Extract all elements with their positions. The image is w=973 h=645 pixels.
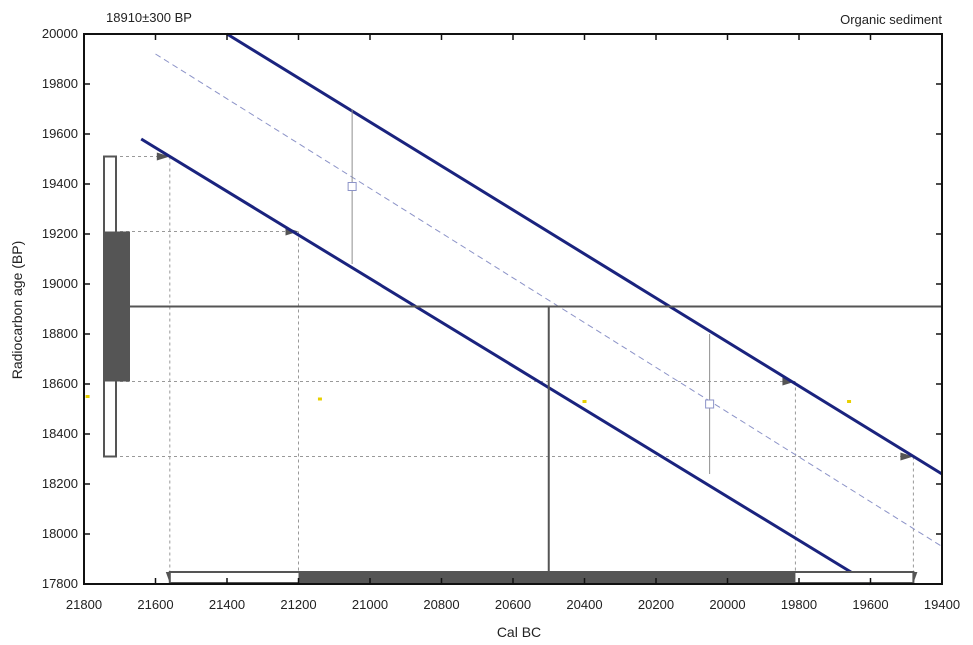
calibration-curve-center [155, 53, 943, 547]
y-tick-label-4: 18600 [42, 376, 78, 391]
y-tick-label-10: 19800 [42, 76, 78, 91]
x-tick-label-3: 21200 [280, 597, 316, 612]
x-tick-label-10: 19800 [781, 597, 817, 612]
projection-arrow-right-0 [156, 152, 170, 161]
x-tick-label-2: 21400 [209, 597, 245, 612]
yellow-mark-2 [582, 400, 587, 403]
chart-subtitle: Organic sediment [840, 12, 942, 27]
calibration-curve-upper [226, 32, 943, 476]
y-one-sigma-bar [104, 231, 130, 382]
x-tick-label-8: 20200 [638, 597, 674, 612]
x-tick-label-12: 19400 [924, 597, 960, 612]
x-tick-label-9: 20000 [709, 597, 745, 612]
error-bar-marker-0 [347, 182, 357, 191]
y-tick-label-8: 19400 [42, 176, 78, 191]
x-tick-label-1: 21600 [137, 597, 173, 612]
yellow-mark-1 [317, 397, 322, 401]
x-tick-label-0: 21800 [66, 597, 102, 612]
y-tick-label-3: 18400 [42, 426, 78, 441]
yellow-mark-3 [847, 400, 852, 403]
plot-border [83, 33, 943, 585]
calibration-curves [140, 32, 943, 586]
x-axis-title: Cal BC [497, 624, 541, 640]
x-tick-label-11: 19600 [852, 597, 888, 612]
y-tick-label-6: 19000 [42, 276, 78, 291]
yellow-mark-0 [85, 395, 90, 398]
y-tick-label-5: 18800 [42, 326, 78, 341]
chart-title: 18910±300 BP [106, 10, 192, 25]
sigma-ranges [85, 155, 915, 584]
axis-ticks: 17800 18000 18200 18400 18600 18800 19000 19200… [42, 26, 960, 612]
y-tick-label-2: 18200 [42, 476, 78, 491]
error-bar-marker-1 [705, 399, 715, 409]
x-tick-label-7: 20400 [566, 597, 602, 612]
x-tick-label-5: 20800 [423, 597, 459, 612]
x-tick-label-4: 21000 [352, 597, 388, 612]
y-axis-title: Radiocarbon age (BP) [9, 241, 25, 380]
measurement-lines [128, 305, 942, 576]
x-one-sigma-bar [298, 572, 796, 583]
x-tick-label-6: 20600 [495, 597, 531, 612]
y-tick-label-11: 20000 [42, 26, 78, 41]
y-tick-label-7: 19200 [42, 226, 78, 241]
y-tick-label-9: 19600 [42, 126, 78, 141]
y-tick-label-1: 18000 [42, 526, 78, 541]
plot-frame [83, 33, 943, 585]
projection-arrow-right-3 [900, 452, 914, 461]
calibration-curve-lower [140, 137, 872, 586]
y-tick-label-0: 17800 [42, 576, 78, 591]
